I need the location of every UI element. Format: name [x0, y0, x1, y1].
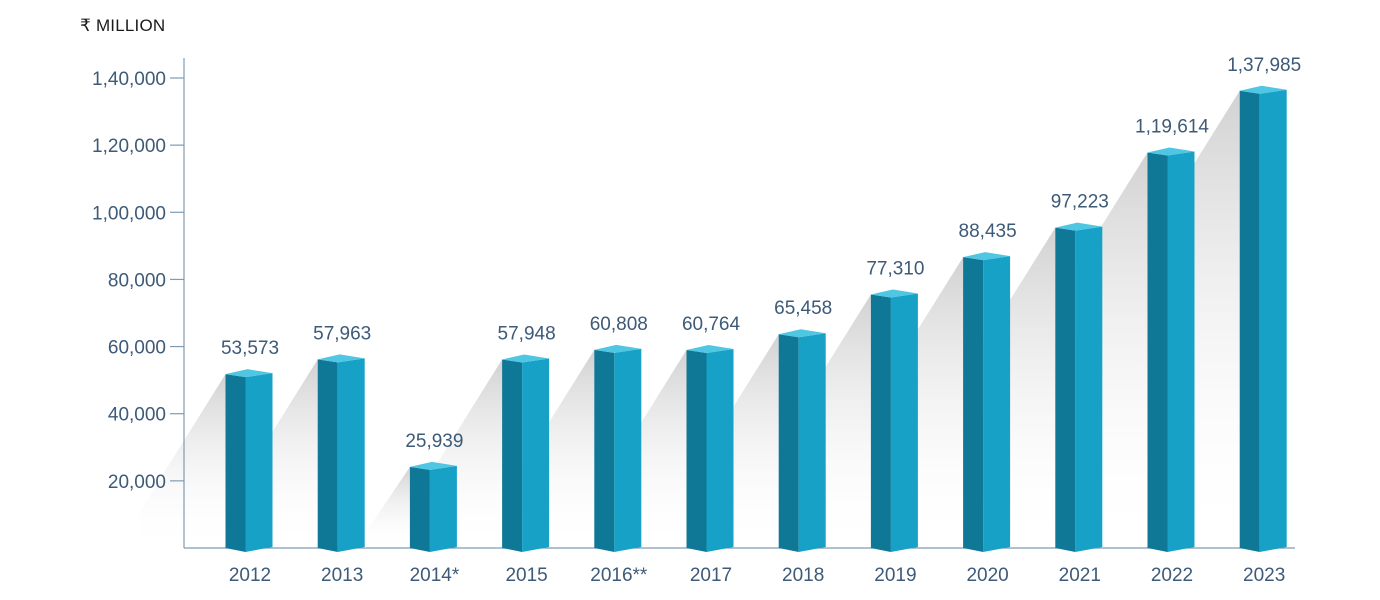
- x-tick-label: 2013: [321, 565, 363, 586]
- bar-side-face: [317, 359, 338, 552]
- bar: [1075, 226, 1103, 552]
- x-tick-label: 2022: [1151, 565, 1193, 586]
- x-tick-label: 2016**: [590, 565, 648, 586]
- x-tick-label: 2012: [229, 565, 271, 586]
- bar: [614, 348, 642, 552]
- x-tick-label: 2015: [505, 565, 547, 586]
- bar: [1167, 151, 1195, 552]
- bar: [522, 358, 550, 552]
- bar: [429, 465, 457, 552]
- y-tick-label: 80,000: [108, 270, 166, 291]
- bar: [337, 358, 365, 552]
- bar-shadow: [139, 374, 226, 550]
- bar-top-face: [1147, 147, 1195, 156]
- x-tick-label: 2018: [782, 565, 824, 586]
- bar-side-face: [225, 374, 246, 552]
- x-tick-label: 2023: [1243, 565, 1285, 586]
- bar-top-face: [963, 252, 1011, 261]
- data-label: 97,223: [1051, 192, 1109, 213]
- bar-side-face: [778, 334, 799, 552]
- bar-top-face: [1239, 85, 1287, 94]
- y-tick-label: 1,40,000: [92, 69, 166, 90]
- bar-side-face: [963, 257, 984, 552]
- data-label: 77,310: [866, 258, 924, 279]
- y-axis-unit-label: ₹ MILLION: [80, 16, 166, 35]
- x-tick-label: 2021: [1059, 565, 1101, 586]
- x-tick-label: 2017: [690, 565, 732, 586]
- y-tick-label: 1,00,000: [92, 203, 166, 224]
- bar-top-face: [1055, 222, 1103, 231]
- labels: 53,573 2012 57,963 2013 25,939 2014* 57,948 201…: [221, 55, 1301, 586]
- bar-top-face: [225, 369, 273, 378]
- data-label: 1,37,985: [1227, 55, 1301, 76]
- x-tick-label: 2020: [966, 565, 1008, 586]
- bar-top-face: [870, 289, 918, 298]
- bar: [798, 333, 826, 552]
- data-label: 57,948: [498, 323, 556, 344]
- data-label: 53,573: [221, 338, 279, 359]
- y-tick-label: 60,000: [108, 338, 166, 359]
- bar: [1259, 89, 1287, 552]
- bar-side-face: [1147, 152, 1168, 552]
- bar-top-face: [502, 354, 550, 363]
- bar-side-face: [1055, 227, 1076, 552]
- bars: [225, 85, 1287, 552]
- data-label: 25,939: [405, 431, 463, 452]
- y-tick-label: 1,20,000: [92, 136, 166, 157]
- data-label: 57,963: [313, 323, 371, 344]
- bar-side-face: [409, 466, 430, 552]
- bar-side-face: [686, 350, 707, 552]
- bar: [983, 256, 1011, 552]
- bar-top-face: [409, 461, 457, 470]
- bar-side-face: [594, 349, 615, 552]
- bar-top-face: [686, 345, 734, 354]
- axes: 20,000 40,000 60,000 80,000 1,00,000 1,20,000…: [92, 58, 1295, 549]
- x-tick-label: 2014*: [410, 565, 460, 586]
- bar-side-face: [502, 359, 523, 552]
- bar-top-face: [317, 354, 365, 363]
- y-tick-label: 20,000: [108, 472, 166, 493]
- x-tick-label: 2019: [874, 565, 916, 586]
- data-label: 60,808: [590, 314, 648, 335]
- bar: [245, 373, 273, 552]
- bar-side-face: [870, 294, 891, 552]
- bar: [706, 349, 734, 552]
- data-label: 88,435: [959, 221, 1017, 242]
- bar-top-face: [594, 344, 642, 353]
- bar-top-face: [778, 329, 826, 338]
- data-label: 60,764: [682, 314, 741, 335]
- bar: [890, 293, 918, 552]
- data-label: 1,19,614: [1135, 116, 1209, 137]
- bar-shadow: [354, 466, 410, 550]
- data-label: 65,458: [774, 298, 832, 319]
- bar-side-face: [1239, 90, 1260, 552]
- y-tick-label: 40,000: [108, 405, 166, 426]
